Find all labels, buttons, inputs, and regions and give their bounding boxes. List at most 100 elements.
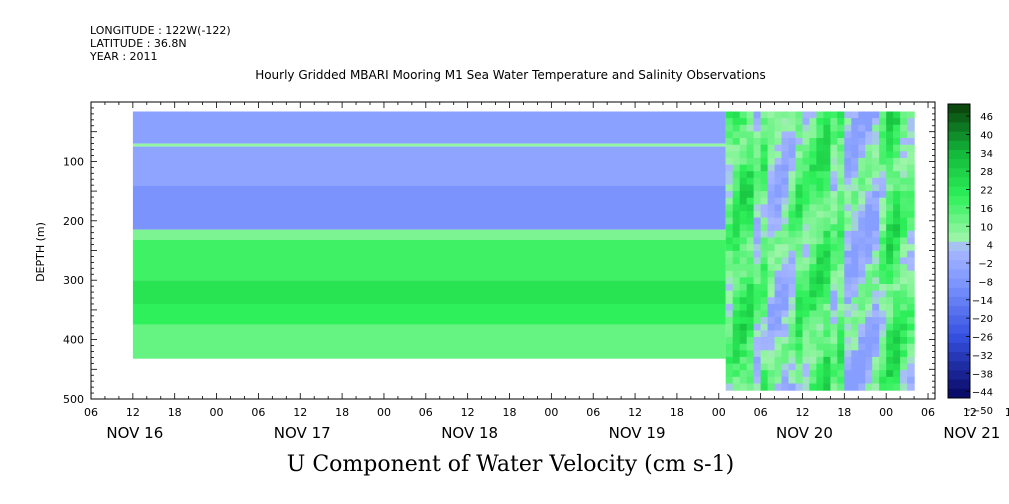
heatmap-cell-late [907,244,915,252]
heatmap-cell-late [725,350,734,358]
heatmap-cell-late [816,111,824,119]
colorbar-tick-label: 4 [987,241,993,252]
heatmap-cell-late [844,164,852,172]
heatmap-cell-late [753,164,762,172]
heatmap-cell-late [781,131,790,139]
heatmap-cell-late [830,157,838,166]
heatmap-cell-late [858,151,866,159]
heatmap-cell-late [872,376,880,384]
colorbar-swatch [948,333,970,344]
heatmap-cell-late [865,250,873,258]
heatmap-cell-late [858,350,866,358]
heatmap-cell-late [900,151,908,159]
heatmap-cell-late [837,171,845,179]
heatmap-cell-late [767,118,776,126]
heatmap-cell-late [879,343,887,351]
heatmap-cell-late [781,337,790,345]
heatmap-cell-late [886,164,894,172]
heatmap-cell-late [900,330,908,338]
heatmap-cell-late [886,191,894,199]
heatmap-cell-late [886,376,894,384]
heatmap-cell-late [809,124,817,132]
heatmap-cell-late [725,224,734,232]
heatmap-cell-late [753,144,762,152]
heatmap-cell-late [893,310,901,318]
heatmap-cell-late [774,323,783,331]
heatmap-cell-late [900,211,908,219]
heatmap-cell-late [795,184,804,192]
heatmap-cell-late [872,323,880,331]
heatmap-cell-late [865,191,873,199]
heatmap-cell-late [851,184,859,192]
heatmap-cell-late [830,277,838,285]
heatmap-cell-late [781,323,790,331]
heatmap-cell-late [746,124,755,132]
heatmap-cell-late [872,290,880,298]
heatmap-cell-late [795,337,804,345]
heatmap-cell-late [732,337,741,345]
heatmap-cell-late [837,131,845,139]
x-hour-tick-label: 18 [837,406,851,419]
heatmap-cell-late [837,211,845,219]
heatmap-cell-late [767,383,776,391]
heatmap-cell-late [844,350,852,358]
heatmap-cell-late [739,191,748,199]
heatmap-cell-late [823,343,831,351]
heatmap-cell-late [725,138,734,146]
colorbar-swatch [948,159,970,169]
heatmap-cell-late [788,317,797,325]
x-hour-tick-label: 18 [168,406,182,419]
colorbar-swatch [948,306,970,316]
colorbar-swatch [948,388,970,399]
heatmap-cell-late [746,111,755,119]
heatmap-cell-late [739,363,748,371]
heatmap-cell-late [851,131,859,139]
heatmap-cell-late [830,376,838,384]
heatmap-cell-late [788,144,797,152]
heatmap-cell-late [886,224,894,232]
heatmap-cell-late [837,230,845,239]
heatmap-cell-late [858,157,866,166]
heatmap-cell-late [725,244,734,252]
heatmap-cell-late [725,217,734,225]
heatmap-cell-late [872,157,880,166]
heatmap-cell-late [872,330,880,338]
heatmap-cell-late [725,144,734,152]
heatmap-cell-late [893,171,901,179]
heatmap-cell-late [746,244,755,252]
heatmap-cell-late [795,264,804,272]
heatmap-cell-late [788,343,797,351]
heatmap-cell-late [865,297,873,305]
heatmap-cell-late [781,303,790,312]
colorbar-swatch [948,232,970,243]
heatmap-cell-late [781,284,790,292]
heatmap-cell-late [837,224,845,232]
heatmap-cell-late [788,303,797,312]
heatmap-cell-late [788,264,797,272]
y-tick-label: 100 [63,155,84,168]
heatmap-cell-late [746,310,755,318]
heatmap-cell-late [732,310,741,318]
heatmap-cell-late [809,363,817,371]
heatmap-cell-late [900,350,908,358]
heatmap-cell-late [809,317,817,325]
heatmap-cell-late [774,270,783,278]
heatmap-cell-late [753,111,762,119]
heatmap-cell-late [781,310,790,318]
heatmap-cell-late [781,211,790,219]
colorbar-swatch [948,324,970,335]
heatmap-cell-late [802,177,811,185]
heatmap-cell-late [844,237,852,245]
colorbar-tick-label: 10 [980,222,993,233]
heatmap-cell-late [900,284,908,292]
heatmap-cell-late [858,197,866,205]
heatmap-cell-late [872,297,880,305]
heatmap-cell-late [781,317,790,325]
heatmap-cell-late [739,131,748,139]
heatmap-cell-late [879,250,887,258]
heatmap-cell-late [816,237,824,245]
heatmap-cell-late [809,270,817,278]
heatmap-cell-late [795,230,804,239]
heatmap-cell-late [732,250,741,258]
heatmap-cell-late [830,284,838,292]
